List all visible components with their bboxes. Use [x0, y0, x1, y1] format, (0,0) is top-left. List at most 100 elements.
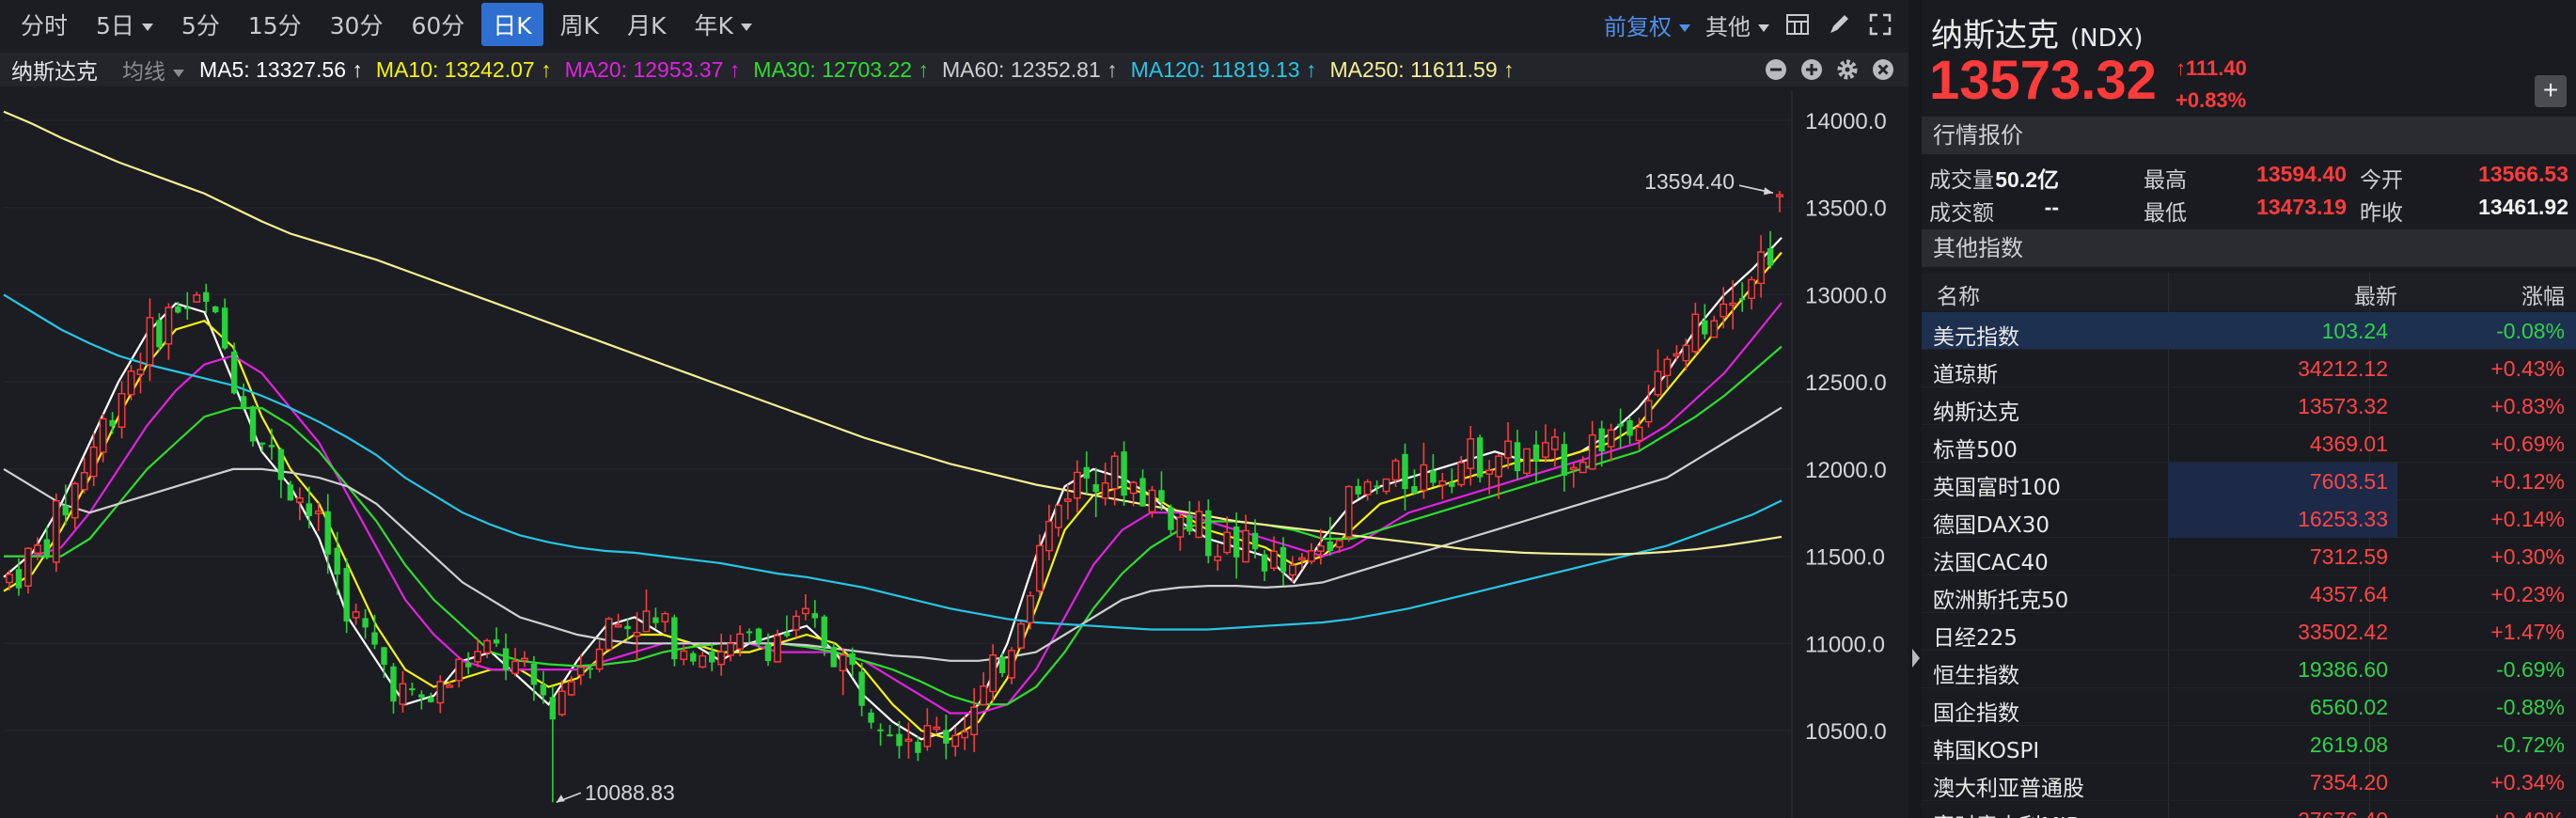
- fullscreen-icon[interactable]: [1867, 11, 1893, 38]
- candle-body: [165, 307, 173, 345]
- candle-body: [1280, 546, 1287, 573]
- tab-daily-k[interactable]: 日K: [481, 3, 543, 46]
- tab-30min[interactable]: 30分: [329, 12, 384, 39]
- tab-weekly-k[interactable]: 周K: [559, 12, 600, 39]
- candle-body: [1374, 485, 1380, 488]
- candle-body: [633, 632, 641, 637]
- ma250-value: MA250: 11611.59 ↑: [1329, 56, 1515, 82]
- candle-body: [1363, 480, 1372, 496]
- table-row[interactable]: 道琼斯 34212.12 +0.43%: [1922, 350, 2576, 387]
- table-row[interactable]: 英国富时100 7603.51 +0.12%: [1922, 463, 2576, 500]
- candle-body: [1307, 550, 1315, 562]
- candle-body: [1214, 556, 1222, 561]
- index-last-cell: 33502.42: [2298, 620, 2388, 644]
- tab-intraday[interactable]: 分时: [21, 12, 69, 39]
- index-last-cell: 6560.02: [2309, 695, 2388, 719]
- candle-body: [811, 613, 819, 619]
- candle-body: [1233, 526, 1240, 558]
- tab-60min[interactable]: 60分: [411, 12, 465, 39]
- index-change-cell: -0.72%: [2496, 732, 2565, 757]
- table-row[interactable]: 法国CAC40 7312.59 +0.30%: [1922, 538, 2576, 575]
- candle-body: [1579, 461, 1587, 474]
- candle-body: [428, 697, 434, 702]
- other-indices-title: 其他指数: [1922, 229, 2576, 267]
- indicator-controls: [1764, 53, 1895, 87]
- tab-monthly-k[interactable]: 月K: [627, 12, 667, 39]
- table-row[interactable]: 纳斯达克 13573.32 +0.83%: [1922, 387, 2576, 425]
- index-change: ↑111.40 +0.83%: [2175, 53, 2247, 117]
- table-row[interactable]: 韩国KOSPI 2619.08 -0.72%: [1922, 726, 2576, 763]
- candle-body: [1251, 532, 1259, 550]
- arrow-icon: [1764, 187, 1773, 196]
- candle-body: [295, 497, 304, 503]
- candle-body: [1682, 344, 1690, 362]
- candle-body: [399, 683, 407, 705]
- candle-body: [24, 547, 32, 587]
- ma-line-ma20: [4, 302, 1783, 715]
- tab-15min[interactable]: 15分: [247, 12, 302, 39]
- candle-body: [203, 291, 210, 302]
- panel-splitter[interactable]: [1908, 0, 1922, 818]
- up-arrow-icon: ↑: [2175, 56, 2186, 80]
- candle-body: [240, 396, 247, 409]
- indicator-selector-label: 均线: [122, 60, 165, 85]
- candle-body: [1467, 438, 1475, 469]
- high-price-label: 13594.40: [1644, 169, 1735, 194]
- candlestick-chart[interactable]: 14000.0 13500.0 13000.0 12500.0 12000.0 11500…: [0, 90, 1908, 818]
- volume-label: 成交量: [1929, 168, 1994, 193]
- grid-layout-icon[interactable]: [1784, 11, 1811, 38]
- candle-body: [595, 648, 604, 670]
- candle-body: [558, 690, 566, 716]
- candle-body: [409, 688, 416, 691]
- tab-yearly-k[interactable]: 年K: [683, 3, 762, 46]
- high-label: 最高: [2144, 168, 2187, 193]
- candle-body: [1626, 420, 1633, 436]
- table-row[interactable]: 日经225 33502.42 +1.47%: [1922, 613, 2576, 651]
- table-row[interactable]: 欧洲斯托克50 4357.64 +0.23%: [1922, 575, 2576, 613]
- index-last-cell: 34212.12: [2298, 356, 2388, 381]
- price-annotations: 13594.40 10088.83: [556, 169, 1774, 805]
- candle-body: [1776, 194, 1783, 197]
- candle-body: [1430, 470, 1437, 483]
- index-name-cell: 道琼斯: [1933, 363, 1998, 387]
- plus-circle-icon[interactable]: [1799, 57, 1824, 82]
- candle-body: [746, 631, 753, 634]
- candle-body: [1036, 544, 1044, 592]
- candle-body: [587, 668, 593, 670]
- tab-5day[interactable]: 5日: [85, 3, 165, 46]
- candle-body: [1569, 466, 1578, 471]
- other-dropdown[interactable]: 其他: [1705, 8, 1769, 41]
- table-row[interactable]: 恒生指数 19386.60 -0.69%: [1922, 651, 2576, 688]
- index-name-cell: 法国CAC40: [1933, 551, 2049, 575]
- candle-body: [99, 417, 107, 453]
- tab-5min[interactable]: 5分: [181, 12, 220, 39]
- candle-body: [418, 694, 425, 698]
- collapse-arrow-icon[interactable]: [1912, 649, 1920, 668]
- change-percent: +0.83%: [2175, 88, 2247, 112]
- candle-body: [521, 657, 528, 661]
- candle-body: [362, 618, 369, 628]
- y-tick-label: 12000.0: [1805, 458, 1887, 483]
- index-name-cell: 澳大利亚普通股: [1933, 777, 2084, 801]
- chevron-down-icon: [173, 69, 184, 77]
- minus-circle-icon[interactable]: [1764, 57, 1788, 82]
- indicator-selector[interactable]: 均线: [122, 54, 184, 86]
- add-watchlist-button[interactable]: +: [2535, 75, 2567, 107]
- candle-body: [1297, 557, 1306, 561]
- adjust-dropdown[interactable]: 前复权: [1604, 8, 1690, 41]
- candle-body: [1027, 594, 1034, 623]
- candle-body: [1327, 541, 1333, 552]
- table-row[interactable]: 富时意大利MIB 27676.40 +0.40%: [1922, 801, 2576, 818]
- table-row[interactable]: 澳大利亚普通股 7354.20 +0.34%: [1922, 763, 2576, 801]
- draw-pen-icon[interactable]: [1826, 11, 1852, 38]
- candle-body: [43, 539, 51, 558]
- close-circle-icon[interactable]: [1871, 57, 1895, 82]
- candle-body: [136, 369, 145, 375]
- table-row[interactable]: 国企指数 6560.02 -0.88%: [1922, 688, 2576, 726]
- table-row[interactable]: 德国DAX30 16253.33 +0.14%: [1922, 500, 2576, 538]
- table-row[interactable]: 标普500 4369.01 +0.69%: [1922, 425, 2576, 463]
- settings-gear-icon[interactable]: [1835, 57, 1860, 82]
- candle-body: [1738, 298, 1746, 301]
- table-row[interactable]: 美元指数 103.24 -0.08%: [1922, 312, 2576, 350]
- candle-body: [549, 697, 557, 720]
